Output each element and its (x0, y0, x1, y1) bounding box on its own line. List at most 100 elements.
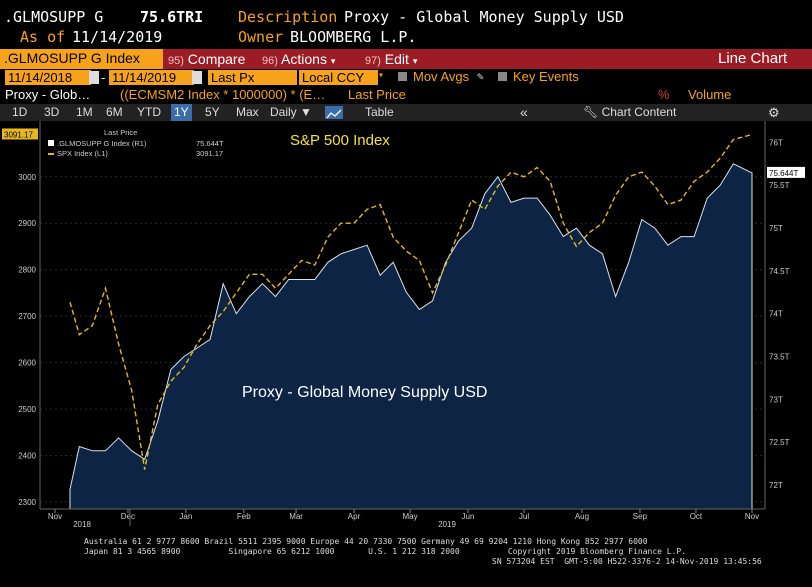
period-ytd[interactable]: YTD (137, 105, 161, 119)
right-axis: 72T 72.5T 73T 73.5T 74T 74.5T 75T 75.5T 76T 75.64… (767, 138, 805, 490)
actions-dropdown-icon: ▾ (330, 56, 336, 66)
calendar-icon[interactable] (192, 71, 202, 84)
line-chart-icon[interactable] (325, 106, 343, 119)
right-tick-label: 73.5T (769, 353, 790, 362)
legend-swatch-money-supply (48, 140, 54, 146)
x-tick-label: Nov (745, 512, 759, 521)
chart-content-label: Chart Content (601, 105, 677, 119)
left-axis: 2300 2400 2500 2600 2700 2800 2900 3000 3091.17 (2, 128, 38, 507)
right-tick-label: 72T (769, 481, 783, 490)
mov-avgs-checkbox[interactable] (398, 72, 407, 81)
left-last-value: 3091.17 (4, 130, 33, 139)
legend-row2-value: 3091.17 (196, 149, 224, 158)
right-tick-label: 72.5T (769, 438, 790, 447)
owner-label: Owner (238, 28, 284, 46)
edit-num: 97) (365, 55, 381, 67)
chart-content-button[interactable]: 🔧︎ Chart Content (583, 104, 676, 121)
right-tick-label: 75T (769, 224, 783, 233)
compare-button[interactable]: 95) Compare (168, 49, 245, 69)
right-last-value-badge (767, 166, 805, 178)
x-tick-label: Dec (121, 512, 135, 521)
legend-row1-value: 75.644T (196, 139, 224, 148)
actions-label: Actions (281, 51, 327, 67)
table-button[interactable]: Table (365, 105, 394, 119)
percent-toggle[interactable]: % (658, 87, 670, 102)
year-label: 2018 (73, 520, 91, 529)
currency-select[interactable]: Local CCY (299, 70, 378, 85)
volume-label[interactable]: Volume (688, 87, 732, 102)
right-tick-label: 74.5T (769, 267, 790, 276)
x-tick-label: Jan (179, 512, 192, 521)
period-3d[interactable]: 3D (44, 105, 60, 119)
as-of-date: 11/14/2019 (72, 28, 163, 46)
description-text: Proxy - Global Money Supply USD (344, 8, 624, 26)
period-5y[interactable]: 5Y (205, 105, 220, 119)
chart-type-label[interactable]: Line Chart (718, 50, 788, 67)
currency-dropdown-icon[interactable]: ▾ (378, 70, 385, 81)
series-formula: ((ECMSM2 Index * 1000000) * (E… (120, 87, 326, 102)
right-tick-label: 74T (769, 310, 783, 319)
edit-button[interactable]: 97) Edit ▾ (365, 49, 417, 69)
date-dash: - (101, 70, 106, 85)
left-tick-label: 2400 (18, 452, 36, 461)
x-tick-label: Sep (633, 512, 648, 521)
x-tick-label: Mar (289, 512, 303, 521)
left-tick-label: 2700 (18, 312, 36, 321)
ticker: .GLMOSUPP G (4, 8, 104, 26)
x-tick-label: Jul (519, 512, 529, 521)
period-1m[interactable]: 1M (76, 105, 93, 119)
gear-icon[interactable]: ⚙ (768, 105, 780, 120)
frequency-select[interactable]: Daily ▼ (270, 104, 312, 121)
chevron-down-icon: ▼ (300, 105, 312, 119)
chart: 230024002500260027002800290030003091.17 … (2, 121, 805, 529)
collapse-icon[interactable]: « (520, 104, 528, 120)
x-tick-label: Apr (348, 512, 361, 521)
x-tick-label: Aug (575, 512, 589, 521)
period-1d[interactable]: 1D (12, 105, 28, 119)
as-of-label: As of (20, 28, 66, 46)
left-last-value-badge (2, 128, 38, 140)
edit-label: Edit (384, 51, 409, 67)
period-toolbar (0, 104, 812, 121)
actions-button[interactable]: 96) Actions ▾ (262, 49, 335, 69)
period-6m[interactable]: 6M (106, 105, 123, 119)
end-date-field[interactable]: 11/14/2019 (109, 70, 194, 85)
x-tick-label: Feb (237, 512, 251, 521)
index-tab[interactable] (0, 49, 163, 69)
description-label: Description (238, 8, 338, 26)
legend-row1-name: .GLMOSUPP G Index (R1) (57, 139, 147, 148)
right-tick-label: 73T (769, 395, 783, 404)
start-date-field[interactable]: 11/14/2018 (5, 70, 91, 85)
compare-label: Compare (187, 51, 246, 67)
key-events-label: Key Events (513, 69, 579, 84)
money-supply-annotation: Proxy - Global Money Supply USD (242, 384, 487, 401)
footer-line2: Japan 81 3 4565 8900 Singapore 65 6212 1… (84, 547, 687, 556)
index-tab-label: .GLMOSUPP G Index (4, 50, 140, 66)
actions-num: 96) (262, 55, 278, 67)
period-max[interactable]: Max (236, 105, 259, 119)
owner-text: BLOOMBERG L.P. (290, 28, 417, 46)
x-tick-label: May (403, 512, 418, 521)
menu-bar (0, 49, 812, 69)
year-label: 2019 (438, 520, 456, 529)
left-tick-label: 2600 (18, 359, 36, 368)
left-tick-label: 2800 (18, 266, 36, 275)
footer-line1: Australia 61 2 9777 8600 Brazil 5511 239… (84, 537, 648, 546)
compare-num: 95) (168, 55, 184, 67)
x-axis: Nov Dec Jan Feb Mar Apr May Jun Jul Aug Sep Oct Nov 2… (48, 509, 759, 529)
mov-avgs-label: Mov Avgs (413, 69, 470, 84)
period-1y[interactable]: 1Y (171, 104, 192, 121)
edit-dropdown-icon: ▾ (412, 56, 418, 66)
calendar-icon[interactable] (89, 71, 99, 84)
x-tick-label: Oct (690, 512, 703, 521)
spx-annotation: S&P 500 Index (290, 132, 390, 149)
key-events-checkbox[interactable] (498, 72, 507, 81)
left-tick-label: 3000 (18, 173, 36, 182)
frequency-label: Daily (270, 105, 297, 119)
price-field-select[interactable]: Last Px (208, 70, 297, 85)
series-name: Proxy - Glob… (5, 87, 91, 102)
pencil-icon[interactable]: ✎ (477, 70, 484, 83)
legend-header: Last Price (104, 128, 138, 137)
last-price-label: Last Price (348, 87, 406, 102)
left-tick-label: 2900 (18, 219, 36, 228)
